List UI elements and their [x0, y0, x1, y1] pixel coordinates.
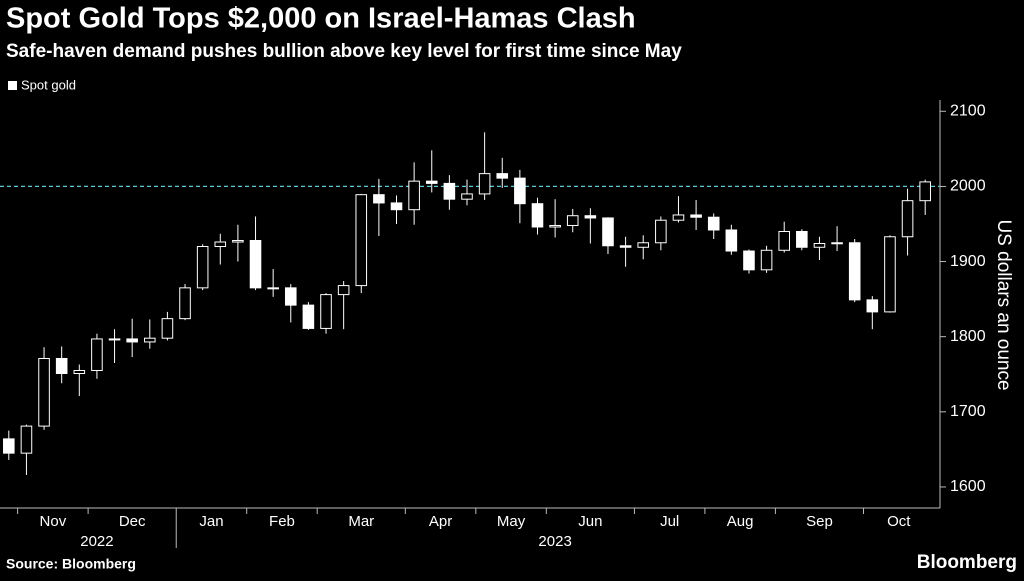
candle-body [813, 243, 826, 248]
legend-swatch [8, 81, 17, 90]
y-tick-label: 2000 [950, 178, 986, 195]
x-tick-label: Nov [40, 513, 67, 530]
candle-body [796, 230, 808, 248]
candle-body [144, 337, 156, 343]
y-tick-label: 2100 [950, 102, 986, 119]
candle-body [725, 229, 738, 252]
candle-body [602, 217, 614, 247]
legend-label: Spot gold [21, 77, 76, 92]
y-tick-label: 1700 [950, 403, 986, 420]
candle-body [655, 219, 667, 244]
candle-body [267, 287, 279, 290]
candle-body [38, 357, 50, 427]
candle-body [496, 173, 509, 179]
x-tick-label: Sep [806, 513, 833, 530]
candle-body [425, 180, 438, 184]
candle-body [91, 338, 103, 371]
candle-body [3, 438, 15, 454]
y-tick-label: 1800 [950, 328, 986, 345]
candle-body [390, 202, 403, 211]
candle-body [549, 224, 561, 228]
year-label: 2023 [538, 533, 571, 550]
candle-body [73, 369, 86, 375]
candle-body [20, 425, 33, 454]
candle-body [461, 193, 473, 200]
candle-body [919, 181, 931, 202]
x-tick-label: Jul [660, 513, 679, 530]
x-tick-label: Dec [119, 513, 146, 530]
x-tick-label: Jan [199, 513, 223, 530]
candle-body [760, 249, 773, 271]
x-tick-label: Aug [727, 513, 754, 530]
brand-logo: Bloomberg [917, 552, 1017, 573]
candle-body [584, 215, 597, 219]
source-note: Source: Bloomberg [6, 556, 136, 572]
candle-body [249, 240, 262, 289]
candle-body [619, 245, 632, 248]
candle-body [108, 338, 121, 341]
candle-body [355, 194, 368, 287]
y-tick-label: 1600 [950, 478, 986, 495]
x-tick-label: Oct [887, 513, 911, 530]
candle-body [531, 203, 544, 228]
year-label: 2022 [80, 533, 113, 550]
candle-body [126, 338, 138, 343]
candle-body [55, 357, 68, 375]
x-tick-label: Mar [348, 513, 374, 530]
candle-body [831, 242, 843, 245]
y-axis-title: US dollars an ounce [993, 219, 1014, 390]
chart-subtitle: Safe-haven demand pushes bullion above k… [6, 41, 682, 62]
candle-body [320, 294, 332, 329]
candle-body [337, 285, 350, 296]
candle-body [778, 230, 790, 251]
candle-body [743, 250, 755, 271]
candle-body [232, 240, 244, 243]
candle-body [566, 215, 579, 226]
x-tick-label: Feb [269, 513, 295, 530]
candle-body [514, 177, 526, 205]
candle-body [707, 216, 720, 231]
candle-body [690, 214, 702, 218]
candle-body [179, 287, 191, 320]
candle-body [443, 182, 456, 200]
y-tick-label: 1900 [950, 253, 986, 270]
candle-body [884, 236, 896, 313]
candle-body [373, 194, 385, 204]
candle-body [848, 242, 861, 301]
candle-body [161, 318, 174, 339]
candle-body [302, 304, 315, 329]
candle-body [408, 180, 420, 211]
candle-body [866, 299, 879, 313]
candle-body [672, 214, 685, 221]
candle-body [478, 173, 491, 195]
candle-body [901, 200, 914, 238]
candle-body [637, 242, 650, 248]
candle-body [196, 246, 209, 289]
x-tick-label: Apr [429, 513, 452, 530]
candle-body [214, 241, 227, 248]
candle-body [284, 287, 297, 306]
chart-title: Spot Gold Tops $2,000 on Israel-Hamas Cl… [6, 3, 636, 35]
x-tick-label: May [497, 513, 526, 530]
x-tick-label: Jun [578, 513, 602, 530]
